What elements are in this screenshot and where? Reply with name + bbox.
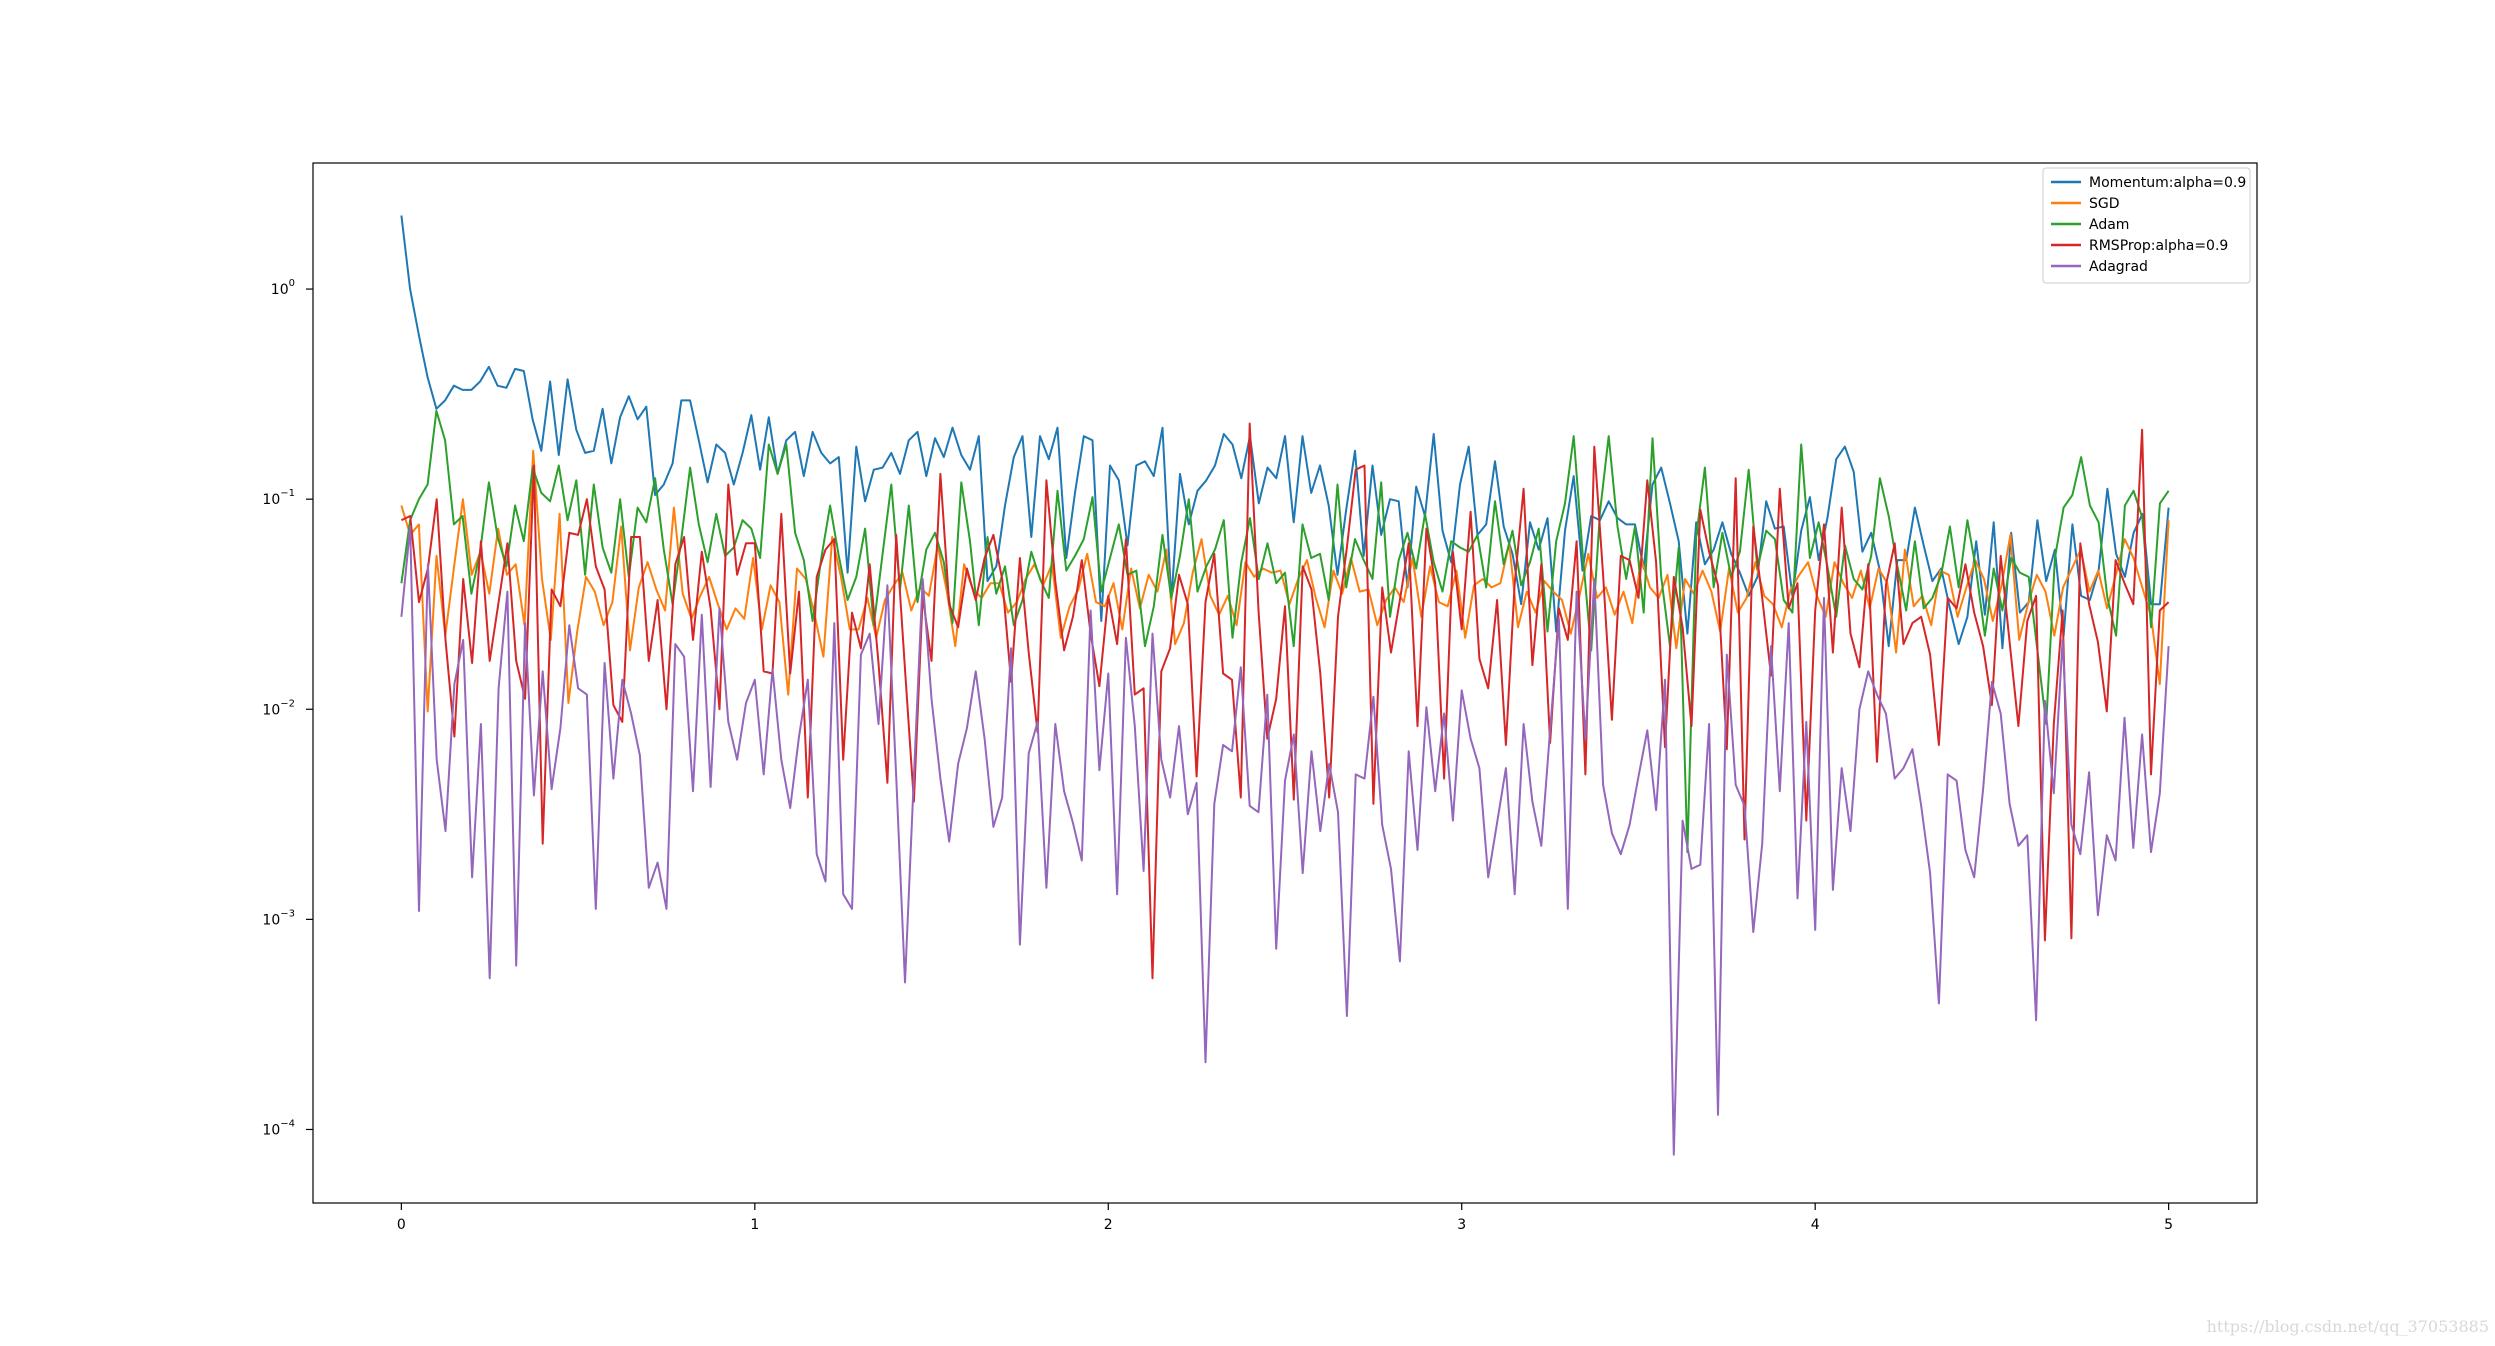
x-tick-label: 2	[1104, 1217, 1113, 1233]
series-line-adam	[400, 409, 2170, 854]
y-tick-label: 10−2	[262, 698, 295, 718]
legend-label: Adam	[2089, 217, 2129, 233]
legend-label: SGD	[2089, 196, 2120, 212]
axis-ticks: 0 1 2 3 4 5 100 10−1 10−2 10−3 10−4	[262, 278, 2173, 1233]
x-tick-label: 3	[1457, 1217, 1466, 1233]
y-tick-label: 10−4	[262, 1118, 295, 1138]
y-tick-label: 100	[271, 278, 295, 298]
legend-box	[2042, 167, 2251, 284]
x-tick-label: 4	[1811, 1217, 1820, 1233]
legend-label: Adagrad	[2089, 259, 2148, 275]
x-tick-label: 0	[397, 1217, 406, 1233]
plot-frame	[312, 162, 2258, 1204]
legend-label: Momentum:alpha=0.9	[2089, 175, 2246, 191]
series-line-adagrad	[400, 525, 2170, 1156]
watermark: https://blog.csdn.net/qq_37053885	[2206, 1317, 2489, 1336]
y-tick-label: 10−1	[262, 488, 295, 508]
series-line-rmsprop-alpha-0-9	[400, 422, 2170, 980]
legend-label: RMSProp:alpha=0.9	[2089, 238, 2228, 254]
series-line-momentum-alpha-0-9	[400, 215, 2170, 650]
x-tick-label: 1	[750, 1217, 759, 1233]
y-tick-label: 10−3	[262, 908, 295, 928]
x-tick-label: 5	[2164, 1217, 2173, 1233]
series-layer	[400, 215, 2170, 1156]
legend: Momentum:alpha=0.9 SGD Adam RMSProp:alpha=0…	[2042, 167, 2251, 284]
